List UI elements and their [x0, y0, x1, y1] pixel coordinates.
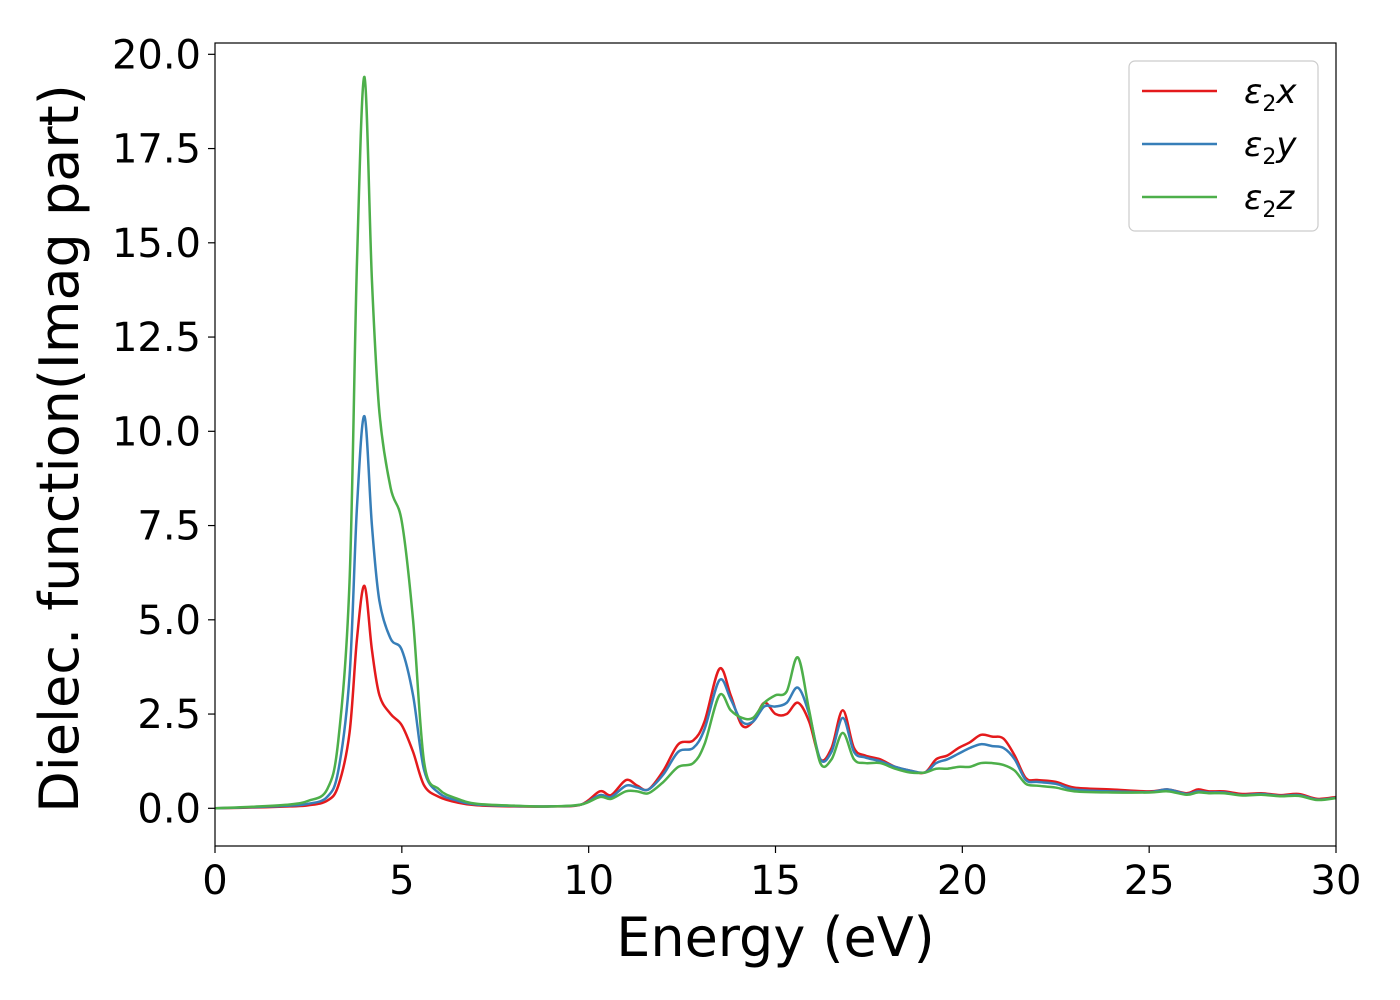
x-tick-label: 25	[1124, 858, 1175, 904]
legend-label-2: ε2y	[1244, 125, 1297, 170]
y-tick-label: 10.0	[112, 409, 201, 455]
x-tick-label: 10	[563, 858, 614, 904]
x-tick-label: 30	[1311, 858, 1362, 904]
y-tick-label: 0.0	[137, 786, 201, 832]
y-tick-label: 2.5	[137, 692, 201, 738]
x-tick-label: 20	[937, 858, 988, 904]
series-line-1	[215, 584, 1336, 810]
series-lines	[215, 75, 1336, 810]
y-tick-label: 15.0	[112, 221, 201, 267]
y-tick-label: 7.5	[137, 504, 201, 550]
series-line-3	[215, 75, 1336, 810]
x-tick-label: 0	[202, 858, 227, 904]
legend-label-1: ε2x	[1244, 72, 1297, 117]
axis-ticks: 0 5 10 15 20 25 30 0.0 2.5 5.0 7.5 10.0 12.5 15.0 17.5…	[112, 32, 1362, 904]
y-tick-label: 17.5	[112, 127, 201, 173]
y-tick-label: 5.0	[137, 598, 201, 644]
y-tick-label: 12.5	[112, 315, 201, 361]
x-tick-label: 15	[750, 858, 801, 904]
y-tick-label: 20.0	[112, 32, 201, 78]
legend-label-3: ε2z	[1244, 178, 1295, 223]
x-axis-title: Energy (eV)	[616, 906, 935, 969]
series-line-2	[215, 414, 1336, 810]
x-tick-label: 5	[389, 858, 414, 904]
legend-box	[1128, 60, 1319, 232]
y-axis-title: Dielec. function(Imag part)	[28, 84, 91, 813]
legend: ε2x ε2y ε2z	[1128, 60, 1319, 232]
